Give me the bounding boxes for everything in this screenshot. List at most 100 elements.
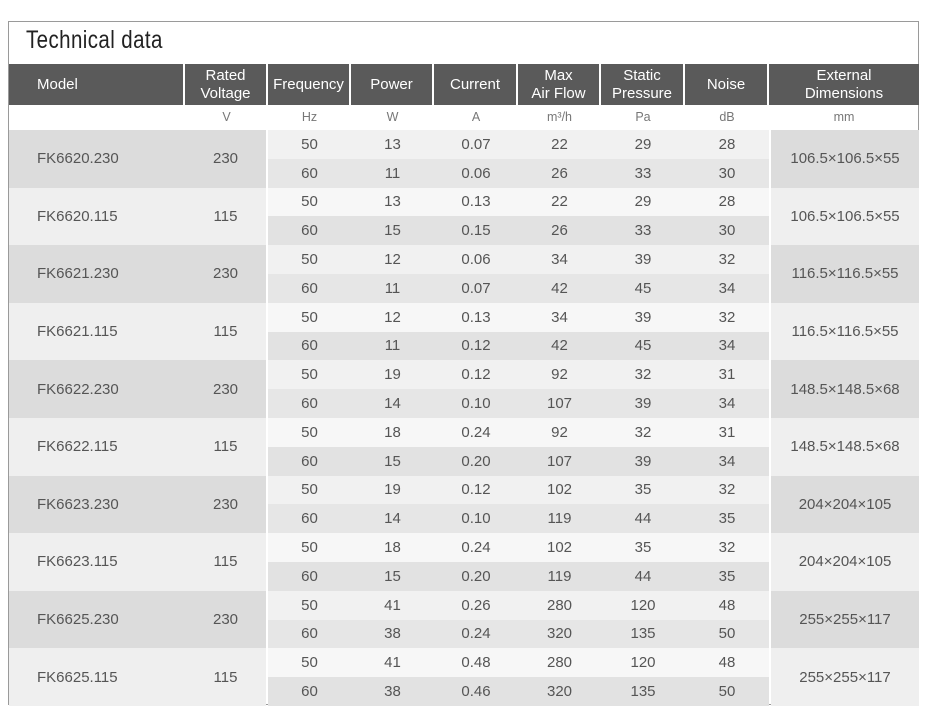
cell-text: 50 <box>301 596 318 614</box>
cell-text: External <box>816 66 872 84</box>
model-cell: FK6623.115 <box>9 533 185 591</box>
data-cell: 35 <box>685 504 769 534</box>
data-cell: 11 <box>351 331 434 361</box>
cell-text: 12 <box>384 251 401 269</box>
cell-text: 26 <box>551 222 568 240</box>
data-cell: 0.20 <box>434 446 518 476</box>
cell-text: FK6622.230 <box>37 380 119 398</box>
cell-text: 92 <box>551 423 568 441</box>
data-cell: 28 <box>685 187 769 217</box>
voltage-cell: 115 <box>185 648 266 706</box>
data-cell: 50 <box>268 245 351 274</box>
cell-text: Voltage <box>200 84 251 102</box>
data-cell: 320 <box>518 619 601 649</box>
cell-text: 41 <box>384 654 401 672</box>
cell-text: 0.24 <box>461 539 491 557</box>
data-cell: 45 <box>601 274 685 303</box>
data-cell: 33 <box>601 158 685 188</box>
cell-text: 30 <box>718 164 736 182</box>
data-cell: 32 <box>685 302 769 332</box>
cell-text: 0.24 <box>461 423 491 441</box>
cell-text: Pa <box>635 110 651 124</box>
data-cell: 60 <box>268 562 351 591</box>
data-cell: 0.15 <box>434 216 518 246</box>
cell-text: mm <box>833 110 855 124</box>
unit-cell: V <box>185 105 268 129</box>
header-cell: Frequency <box>268 64 349 105</box>
data-cell: 31 <box>685 418 769 447</box>
cell-text: 116.5×116.5×55 <box>791 323 899 341</box>
data-cell: 120 <box>601 590 685 620</box>
cell-text: 38 <box>384 683 401 701</box>
data-cell: 0.48 <box>434 648 518 678</box>
cell-text: 42 <box>551 337 568 355</box>
cell-text: 135 <box>630 683 656 701</box>
cell-text: 60 <box>301 625 318 643</box>
dimensions-cell: 148.5×148.5×68 <box>771 360 919 418</box>
data-cell: 38 <box>351 619 434 649</box>
cell-text: W <box>386 110 399 124</box>
data-cell: 0.07 <box>434 130 518 159</box>
cell-text: 115 <box>213 553 238 571</box>
data-cell: 50 <box>268 475 351 505</box>
voltage-cell: 230 <box>185 130 266 188</box>
data-cell: 50 <box>268 648 351 678</box>
data-cell: 44 <box>601 504 685 534</box>
cell-text: 42 <box>551 279 568 297</box>
data-cell: 0.13 <box>434 302 518 332</box>
cell-text: 15 <box>384 567 401 585</box>
cell-text: 280 <box>546 654 573 672</box>
cell-text: 33 <box>634 222 652 240</box>
data-cell: 42 <box>518 331 601 361</box>
cell-text: 41 <box>384 596 401 614</box>
data-cell: 50 <box>268 187 351 217</box>
cell-text: A <box>471 110 481 124</box>
dimensions-cell: 116.5×116.5×55 <box>771 245 919 303</box>
data-cell: 0.24 <box>434 418 518 447</box>
cell-text: 230 <box>212 265 239 283</box>
cell-text: FK6621.115 <box>37 323 118 341</box>
cell-text: 34 <box>718 279 736 297</box>
data-cell: 0.10 <box>434 389 518 418</box>
model-cell: FK6622.115 <box>9 418 185 476</box>
unit-cell: dB <box>685 105 769 129</box>
cell-text: 11 <box>384 279 401 297</box>
cell-text: 50 <box>301 135 318 153</box>
data-cell: 13 <box>351 187 434 217</box>
data-cell: 0.46 <box>434 677 518 706</box>
cell-text: FK6623.115 <box>37 553 118 571</box>
cell-text: 60 <box>301 452 318 470</box>
cell-text: 0.06 <box>461 164 491 182</box>
data-cell: 34 <box>518 245 601 274</box>
header-cell: Static Pressure <box>601 64 683 105</box>
cell-text: 35 <box>718 510 736 528</box>
data-cell: 0.06 <box>434 245 518 274</box>
cell-text: Rated <box>205 66 246 84</box>
data-cell: 50 <box>268 302 351 332</box>
cell-text: 0.12 <box>461 337 491 355</box>
cell-text: 11 <box>384 164 401 182</box>
cell-text: 26 <box>551 164 568 182</box>
cell-text: Current <box>449 75 501 93</box>
cell-text: FK6621.230 <box>37 265 119 283</box>
data-cell: 19 <box>351 360 434 390</box>
dimensions-cell: 148.5×148.5×68 <box>771 418 919 476</box>
data-cell: 60 <box>268 619 351 649</box>
cell-text: 102 <box>546 539 573 557</box>
cell-text: 44 <box>634 510 652 528</box>
cell-text: 15 <box>384 452 401 470</box>
cell-text: 39 <box>634 251 652 269</box>
header-cell: Model <box>9 64 183 105</box>
data-cell: 35 <box>685 562 769 591</box>
cell-text: 45 <box>634 279 652 297</box>
header-cell: Current <box>434 64 516 105</box>
data-cell: 48 <box>685 648 769 678</box>
cell-text: 34 <box>718 395 736 413</box>
data-cell: 50 <box>268 130 351 159</box>
cell-text: 0.12 <box>461 481 491 499</box>
data-cell: 32 <box>601 360 685 390</box>
data-cell: 19 <box>351 475 434 505</box>
cell-text: 50 <box>718 625 736 643</box>
data-cell: 12 <box>351 302 434 332</box>
data-cell: 32 <box>685 475 769 505</box>
